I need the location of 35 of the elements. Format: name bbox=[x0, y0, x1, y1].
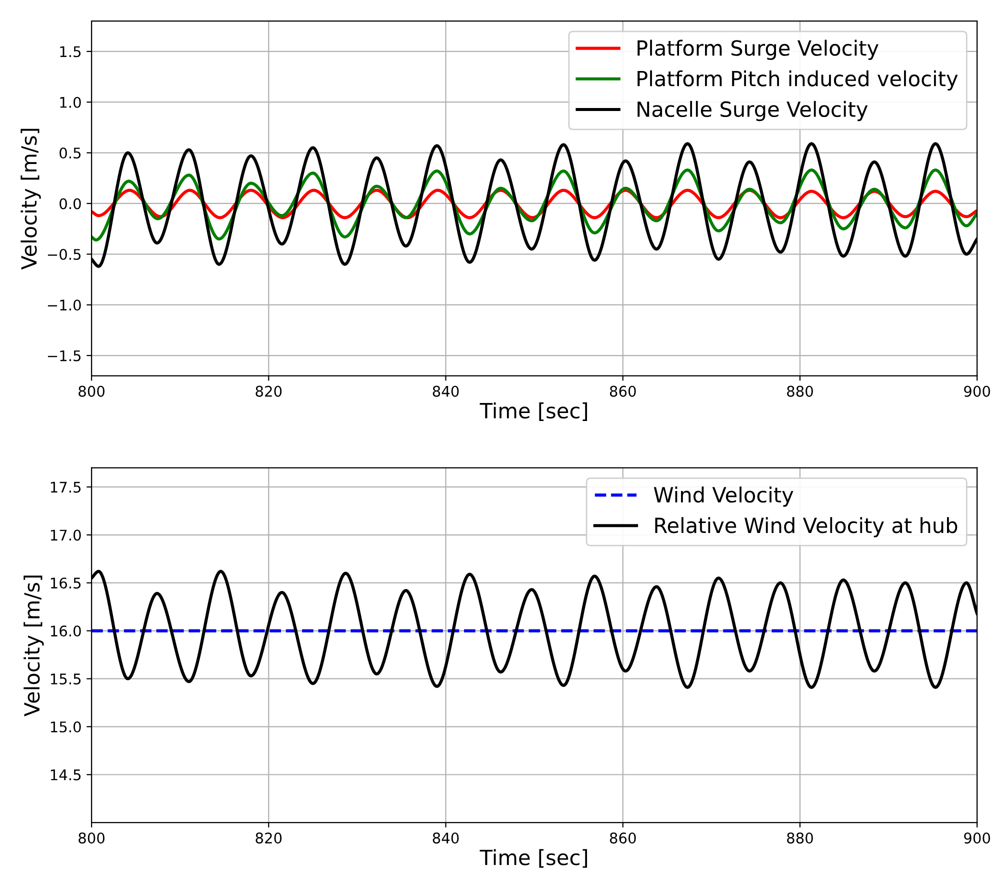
y-tick-label: 0.5 bbox=[60, 148, 81, 159]
legend-label: Wind Velocity bbox=[654, 486, 794, 507]
y-tick-label: 15.5 bbox=[50, 674, 81, 684]
x-tick-label: 900 bbox=[964, 386, 990, 397]
x-axis-title: Time [sec] bbox=[480, 402, 588, 421]
y-tick-label: 1.5 bbox=[60, 46, 81, 58]
x-tick-label: 880 bbox=[787, 386, 813, 397]
x-axis-title: Time [sec] bbox=[480, 849, 588, 868]
x-tick-label: 800 bbox=[78, 386, 104, 397]
y-tick-label: 1.0 bbox=[60, 96, 81, 108]
y-axis-title: Velocity [m/s] bbox=[24, 576, 44, 716]
y-axis-title: Velocity [m/s] bbox=[20, 128, 41, 270]
legend-label: Relative Wind Velocity at hub bbox=[655, 517, 958, 538]
y-tick-label: 16.0 bbox=[50, 626, 81, 637]
legend-label: Platform Surge Velocity bbox=[638, 40, 878, 60]
y-tick-label: −1.5 bbox=[48, 350, 81, 362]
y-tick-label: 14.5 bbox=[50, 770, 81, 780]
x-tick-label: 900 bbox=[964, 832, 990, 844]
x-tick-label: 820 bbox=[256, 832, 282, 844]
x-tick-label: 880 bbox=[787, 832, 813, 844]
y-tick-label: −0.5 bbox=[48, 248, 81, 260]
y-tick-label: 16.5 bbox=[50, 578, 81, 589]
y-tick-label: 0.0 bbox=[60, 198, 81, 210]
y-tick-label: −1.0 bbox=[48, 300, 81, 311]
y-tick-label: 17.5 bbox=[50, 482, 81, 493]
y-tick-label: 17.0 bbox=[50, 530, 81, 541]
x-tick-label: 840 bbox=[432, 832, 459, 844]
legend-label: Nacelle Surge Velocity bbox=[638, 100, 868, 122]
x-tick-label: 840 bbox=[432, 386, 459, 397]
legend-label: Platform Pitch induced velocity bbox=[638, 70, 958, 91]
x-tick-label: 800 bbox=[78, 832, 104, 844]
x-tick-label: 820 bbox=[256, 386, 282, 397]
y-tick-label: 15.0 bbox=[50, 721, 81, 732]
x-tick-label: 860 bbox=[610, 832, 636, 844]
x-tick-label: 860 bbox=[610, 386, 636, 397]
